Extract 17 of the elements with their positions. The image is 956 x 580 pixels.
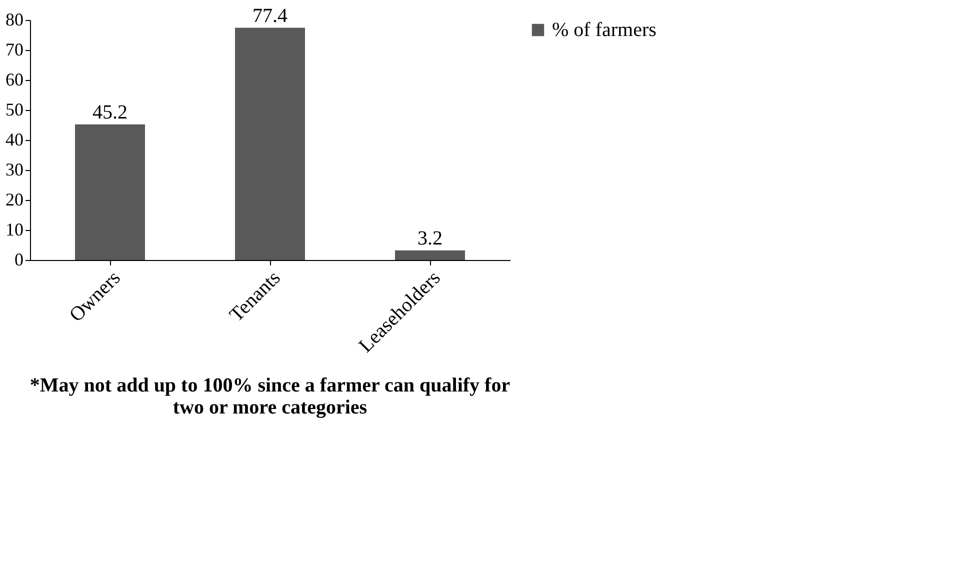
y-tick-label: 20 [6, 190, 24, 210]
y-tick-label: 50 [6, 100, 24, 120]
bar [235, 28, 305, 260]
y-tick-label: 30 [6, 160, 24, 180]
bar [395, 250, 465, 260]
y-tick-label: 60 [6, 70, 24, 90]
y-tick-label: 40 [6, 130, 24, 150]
data-label: 77.4 [252, 4, 288, 27]
text: *May not add up to 100% since a farmer can qualify for two or more categories [30, 374, 510, 419]
bar [75, 124, 145, 260]
y-tick-label: 80 [6, 10, 24, 30]
y-tick-label: 70 [6, 40, 24, 60]
data-label: 3.2 [418, 227, 442, 250]
legend-label: % of farmers [552, 19, 657, 41]
data-label: 45.2 [92, 101, 128, 124]
y-tick-label: 10 [6, 220, 24, 240]
y-tick-label: 0 [14, 250, 24, 270]
